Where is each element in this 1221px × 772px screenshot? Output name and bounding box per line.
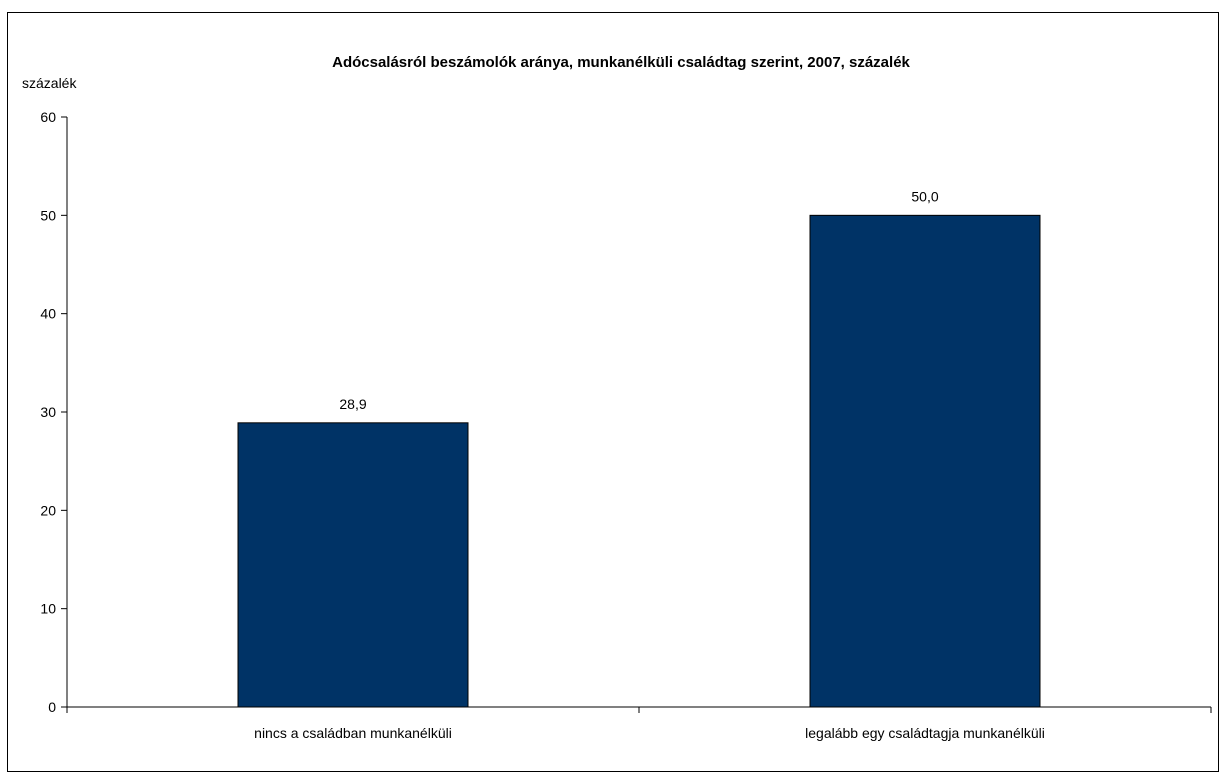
y-tick-label: 30 (40, 404, 56, 420)
y-tick-label: 10 (40, 601, 56, 617)
x-category-label: nincs a családban munkanélküli (254, 725, 452, 741)
y-tick-label: 20 (40, 502, 56, 518)
y-tick-label: 50 (40, 207, 56, 223)
bar (809, 214, 1041, 708)
plot-area: 0 10 20 30 40 50 60 28,9 nincs a családban munka… (40, 109, 1212, 741)
chart-title: Adócsalásról beszámolók aránya, munkanél… (332, 54, 910, 71)
y-tick-label: 60 (40, 109, 56, 125)
bar-value-label: 50,0 (911, 188, 938, 204)
x-category-label: legalább egy családtagja munkanélküli (805, 725, 1045, 741)
y-axis-label: százalék (22, 75, 77, 91)
y-tick-label: 40 (40, 306, 56, 322)
bar (237, 422, 469, 708)
bar-value-label: 28,9 (339, 396, 366, 412)
y-tick-label: 0 (48, 699, 56, 715)
